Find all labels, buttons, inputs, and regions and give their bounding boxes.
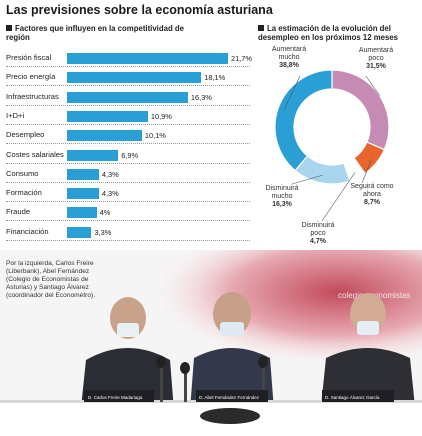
bar xyxy=(67,226,92,238)
bar-label: Infraestructuras xyxy=(6,91,59,101)
nameplate-1: D. Carlos Freire Madariaga xyxy=(88,395,143,400)
bar-label: Fraude xyxy=(6,207,31,217)
bar-row: Fraude 4% xyxy=(6,205,250,222)
donut-slice-value: 16,3% xyxy=(272,201,292,208)
donut-chart-title: La estimación de la evolución del desemp… xyxy=(258,24,418,42)
bar-value-label: 3,3% xyxy=(94,227,112,237)
bar xyxy=(67,130,142,142)
bar-row: Costes salariales 6,9% xyxy=(6,148,250,164)
press-conference-photo: colegio economistas D. Carlos Freire Mad… xyxy=(0,250,422,436)
bar xyxy=(67,168,99,180)
bar-row-rule xyxy=(6,66,250,67)
bar-row: Financiación 3,3% xyxy=(6,225,250,241)
bar-value-label: 16,3% xyxy=(190,92,212,102)
bar-row-rule xyxy=(6,220,250,222)
donut-slice-label: Seguirá como ahora 8,7% xyxy=(342,183,402,207)
bar-row: Consumo 4,3% xyxy=(6,167,250,183)
bar xyxy=(67,188,99,200)
bar-value-label: 4% xyxy=(99,208,111,218)
donut-slice-label: Disminuirá mucho 16,3% xyxy=(252,185,312,209)
bar-row-rule xyxy=(6,181,250,183)
donut-slice xyxy=(353,141,386,175)
bar-row-rule xyxy=(6,123,250,125)
bar-value-label: 21,7% xyxy=(231,54,252,63)
bullet-square-icon xyxy=(258,25,264,31)
donut-slice-label: Disminuirá poco 4,7% xyxy=(288,222,348,246)
leader-line xyxy=(291,174,323,185)
bar-label: Formación xyxy=(6,188,42,198)
bar-row-rule xyxy=(6,104,250,106)
leader-line xyxy=(283,75,301,110)
bar-row: Formación 4,3% xyxy=(6,186,250,203)
bar-label: Financiación xyxy=(6,226,49,236)
bar-value-label: 4,3% xyxy=(101,189,119,199)
donut-slice-name: Aumentará poco xyxy=(358,47,394,62)
bar-row: Desempleo 10,1% xyxy=(6,128,250,145)
donut-slice-value: 4,7% xyxy=(310,238,326,245)
bar-row: Presión fiscal 21,7% xyxy=(6,51,252,67)
bar xyxy=(67,53,228,64)
donut-slice xyxy=(343,157,366,182)
bar-row: Precio energía 18,1% xyxy=(6,70,250,87)
bar-label: Consumo xyxy=(6,168,39,178)
donut-slice xyxy=(331,69,390,151)
bar-row-rule xyxy=(6,162,250,164)
leader-line xyxy=(365,75,380,96)
bar-label: I+D+i xyxy=(6,110,25,120)
donut-slice-label: Aumentará mucho 38,8% xyxy=(259,46,319,70)
bar-row-rule xyxy=(6,201,250,203)
donut-slice xyxy=(294,155,351,185)
donut-slice-name: Disminuirá mucho xyxy=(265,185,299,200)
bar-value-label: 18,1% xyxy=(204,73,226,83)
bar xyxy=(67,91,188,103)
bar-label: Desempleo xyxy=(6,130,45,140)
bar xyxy=(67,110,148,122)
bar-value-label: 4,3% xyxy=(101,169,119,179)
bar-row-rule xyxy=(6,239,250,241)
photo-caption: Por la izquierda, Carlos Freire (Liberba… xyxy=(6,260,96,299)
bar-chart-title: Factores que influyen en la competitivid… xyxy=(6,24,196,42)
bar-label: Presión fiscal xyxy=(6,53,52,62)
bar-value-label: 10,1% xyxy=(144,131,166,141)
bar-row-rule xyxy=(6,85,250,87)
bar-row-rule xyxy=(6,143,250,145)
donut-slice-name: Aumentará mucho xyxy=(271,46,307,61)
donut-slice-label: Aumentará poco 31,5% xyxy=(346,47,406,71)
bar-chart-title-text: Factores que influyen en la competitivid… xyxy=(6,24,184,42)
donut-slice-name: Seguirá como ahora xyxy=(350,183,394,198)
bar xyxy=(67,149,119,161)
bullet-square-icon xyxy=(6,25,12,31)
donut-chart-title-text: La estimación de la evolución del desemp… xyxy=(258,24,398,42)
nameplate-2: D. Abel Fernández Fernández xyxy=(199,395,260,400)
bar-label: Precio energía xyxy=(6,72,56,82)
bar-row: Infraestructuras 16,3% xyxy=(6,90,250,106)
bar-value-label: 6,9% xyxy=(121,150,139,160)
donut-slice-value: 31,5% xyxy=(366,63,386,70)
bar xyxy=(67,72,202,84)
bar-value-label: 10,9% xyxy=(150,111,172,121)
donut-slice xyxy=(274,69,333,172)
donut-slice-value: 38,8% xyxy=(279,62,299,69)
donut-slice-value: 8,7% xyxy=(364,199,380,206)
leader-line xyxy=(361,159,372,184)
bar xyxy=(67,207,97,219)
nameplate-3: D. Santiago Álvarez García xyxy=(325,394,380,400)
bar-label: Costes salariales xyxy=(6,149,64,159)
bar-row: I+D+i 10,9% xyxy=(6,109,250,125)
donut-slice-name: Disminuirá poco xyxy=(301,222,335,237)
headline: Las previsiones sobre la economía asturi… xyxy=(6,3,273,17)
